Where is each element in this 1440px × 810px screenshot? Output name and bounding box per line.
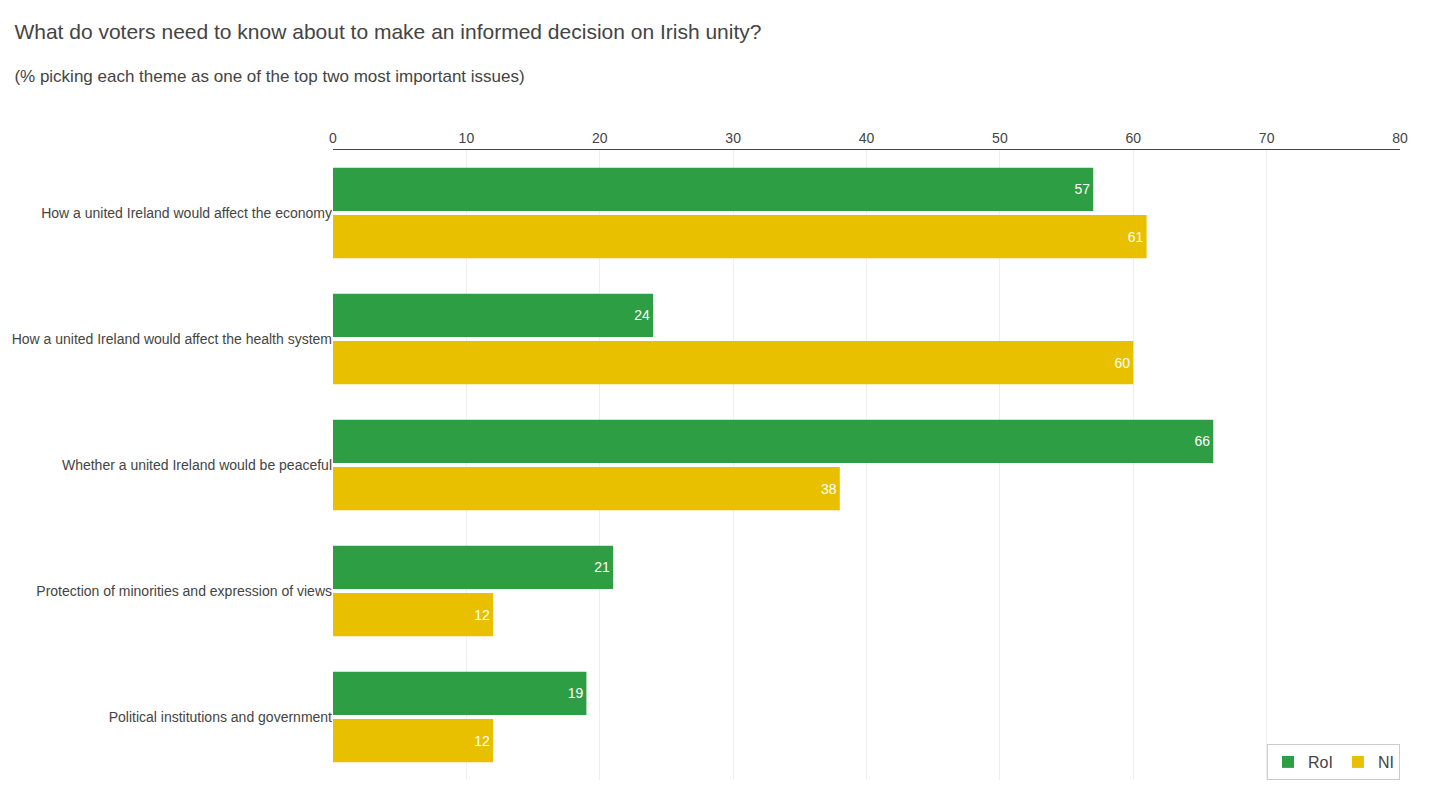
svg-text:60: 60 — [1125, 130, 1141, 146]
svg-text:What do voters need to know ab: What do voters need to know about to mak… — [14, 20, 761, 43]
svg-text:Whether a united Ireland would: Whether a united Ireland would be peacef… — [62, 457, 332, 473]
svg-text:How a united Ireland would aff: How a united Ireland would affect the ec… — [41, 205, 332, 221]
svg-text:Protection of minorities and e: Protection of minorities and expression … — [36, 583, 332, 599]
svg-text:60: 60 — [1114, 355, 1130, 371]
svg-text:12: 12 — [474, 607, 490, 623]
svg-text:(% picking each theme as one o: (% picking each theme as one of the top … — [14, 67, 524, 86]
svg-text:61: 61 — [1128, 229, 1144, 245]
svg-text:19: 19 — [568, 685, 584, 701]
svg-text:70: 70 — [1259, 130, 1275, 146]
svg-text:30: 30 — [725, 130, 741, 146]
svg-text:Political institutions and gov: Political institutions and government — [109, 709, 332, 725]
svg-text:66: 66 — [1194, 433, 1210, 449]
svg-text:0: 0 — [329, 130, 337, 146]
svg-text:38: 38 — [821, 481, 837, 497]
svg-text:NI: NI — [1378, 754, 1394, 771]
svg-text:12: 12 — [474, 733, 490, 749]
svg-text:24: 24 — [634, 307, 650, 323]
svg-text:57: 57 — [1074, 181, 1090, 197]
svg-text:21: 21 — [594, 559, 610, 575]
svg-text:20: 20 — [592, 130, 608, 146]
svg-text:RoI: RoI — [1308, 754, 1333, 771]
svg-text:10: 10 — [459, 130, 475, 146]
svg-text:40: 40 — [859, 130, 875, 146]
svg-text:80: 80 — [1392, 130, 1408, 146]
svg-text:How a united Ireland would aff: How a united Ireland would affect the he… — [12, 331, 332, 347]
svg-text:50: 50 — [992, 130, 1008, 146]
